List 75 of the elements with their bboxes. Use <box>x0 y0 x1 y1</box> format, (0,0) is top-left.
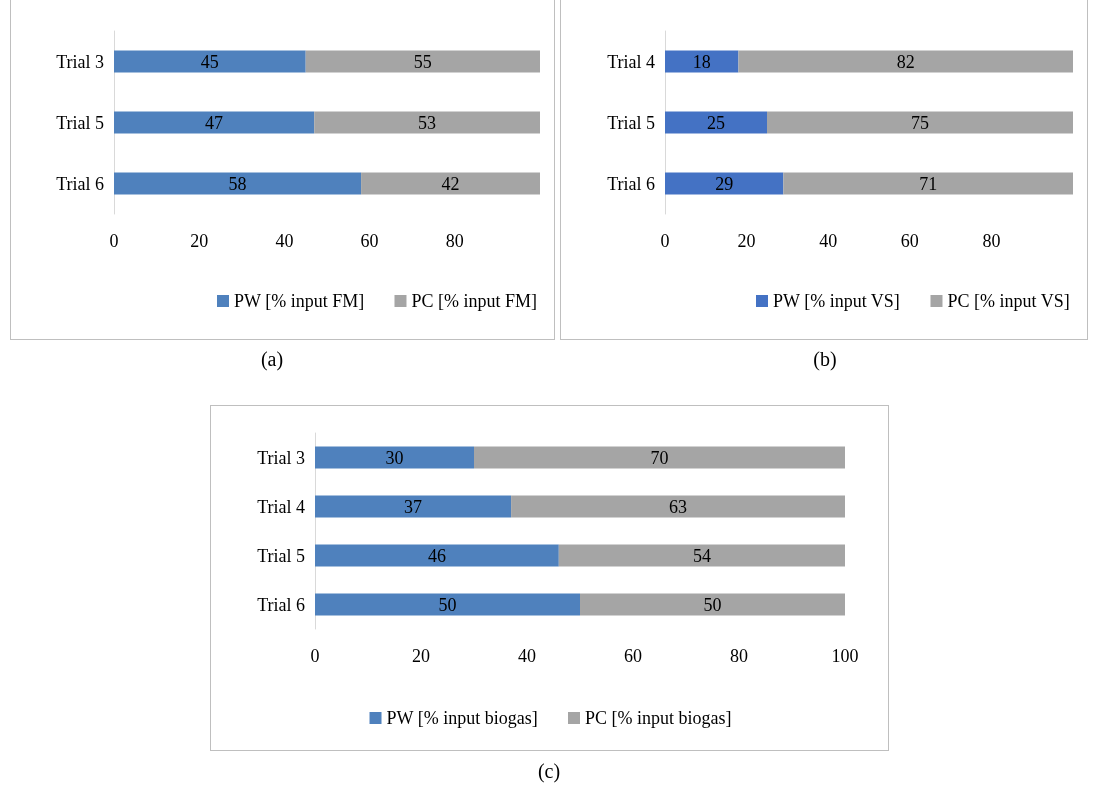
data-label: 46 <box>427 545 446 566</box>
x-tick-label: 60 <box>900 231 919 251</box>
bar <box>114 111 315 134</box>
bar <box>665 50 739 73</box>
data-label: 53 <box>418 112 437 133</box>
data-label: 37 <box>404 496 423 517</box>
data-label: 50 <box>703 594 722 615</box>
y-tick-label: Trial 5 <box>56 112 104 133</box>
legend-label: PW [% input FM] <box>233 291 365 311</box>
bar <box>361 172 540 195</box>
bar <box>114 172 362 195</box>
x-tick-label: 0 <box>109 231 119 251</box>
legend-label: PW [% input VS] <box>773 291 900 311</box>
x-tick-label: 20 <box>412 646 430 666</box>
bar <box>315 544 559 567</box>
y-tick-label: Trial 3 <box>56 51 104 72</box>
bar <box>738 50 1073 73</box>
x-tick-label: 60 <box>360 231 379 251</box>
bar <box>314 111 540 134</box>
legend-label: PC [% input biogas] <box>584 708 732 728</box>
bar <box>580 593 845 616</box>
y-tick-label: Trial 5 <box>607 112 655 133</box>
bar <box>114 50 306 73</box>
x-tick-label: 0 <box>310 646 320 666</box>
data-label: 47 <box>205 112 224 133</box>
data-label: 71 <box>919 173 938 194</box>
data-label: 29 <box>715 173 734 194</box>
y-tick-label: Trial 4 <box>257 496 305 517</box>
legend-label: PC [% input FM] <box>411 291 538 311</box>
data-label: 75 <box>911 112 929 133</box>
x-tick-label: 80 <box>445 231 464 251</box>
x-tick-label: 20 <box>190 231 209 251</box>
data-label: 70 <box>650 447 669 468</box>
legend-label: PC [% input VS] <box>947 291 1070 311</box>
x-tick-label: 40 <box>819 231 838 251</box>
y-tick-label: Trial 3 <box>257 447 305 468</box>
x-tick-label: 40 <box>518 646 536 666</box>
data-label: 55 <box>413 51 432 72</box>
legend-label: PW [% input biogas] <box>386 708 538 728</box>
data-label: 42 <box>441 173 460 194</box>
x-tick-label: 80 <box>982 231 1001 251</box>
y-tick-label: Trial 6 <box>257 594 305 615</box>
x-tick-label: 60 <box>624 646 642 666</box>
x-tick-label: 0 <box>660 231 670 251</box>
y-tick-label: Trial 6 <box>56 173 104 194</box>
data-label: 82 <box>896 51 915 72</box>
y-tick-label: Trial 4 <box>607 51 655 72</box>
data-label: 50 <box>438 594 457 615</box>
data-label: 30 <box>385 447 404 468</box>
bar <box>305 50 540 73</box>
bar <box>315 495 512 518</box>
bar <box>767 111 1073 134</box>
data-label: 25 <box>707 112 725 133</box>
bar <box>511 495 845 518</box>
text: (b) <box>813 348 837 371</box>
data-label: 18 <box>692 51 711 72</box>
bar <box>558 544 845 567</box>
text: (a) <box>260 348 284 371</box>
bar <box>665 172 784 195</box>
y-tick-label: Trial 6 <box>607 173 655 194</box>
y-tick-label: Trial 5 <box>257 545 305 566</box>
x-tick-label: 20 <box>737 231 756 251</box>
data-label: 45 <box>200 51 219 72</box>
bar <box>315 446 474 469</box>
x-tick-label: 100 <box>831 646 859 666</box>
data-label: 63 <box>669 496 688 517</box>
bar <box>783 172 1073 195</box>
bar <box>665 111 767 134</box>
text: (c) <box>537 760 561 783</box>
x-tick-label: 80 <box>730 646 748 666</box>
data-label: 58 <box>228 173 247 194</box>
bar <box>474 446 845 469</box>
data-label: 54 <box>692 545 711 566</box>
x-tick-label: 40 <box>275 231 294 251</box>
bar <box>315 593 580 616</box>
